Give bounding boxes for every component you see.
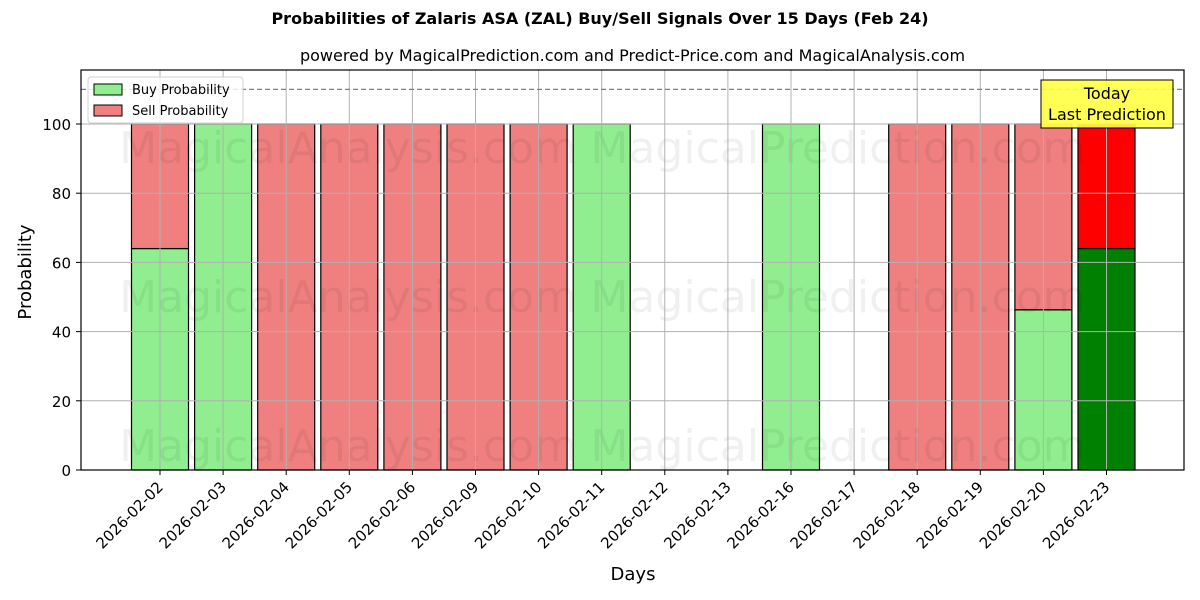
legend-sell-label: Sell Probability [132, 104, 229, 119]
x-tick-label: 2026-02-10 [471, 478, 545, 552]
y-tick-label: 40 [52, 324, 71, 342]
today-annotation-box [1040, 79, 1174, 129]
y-tick-label: 0 [61, 462, 71, 480]
legend-buy-label: Buy Probability [132, 83, 230, 98]
x-tick-label: 2026-02-18 [850, 478, 924, 552]
x-tick-label: 2026-02-23 [1039, 478, 1113, 552]
x-tick-label: 2026-02-19 [913, 478, 987, 552]
x-tick-label: 2026-02-12 [597, 478, 671, 552]
x-tick-label: 2026-02-09 [408, 478, 482, 552]
x-tick-label: 2026-02-03 [156, 478, 230, 552]
watermark: MagicalAnalysis.com [119, 421, 577, 472]
axes-frame [80, 69, 1185, 471]
y-tick-label: 60 [52, 254, 71, 272]
chart-title: Probabilities of Zalaris ASA (ZAL) Buy/S… [271, 9, 929, 28]
watermark: MagicalAnalysis.com [119, 123, 577, 174]
x-tick-label: 2026-02-17 [787, 478, 861, 552]
watermark: MagicalAnalysis.com [119, 272, 577, 323]
x-tick-label: 2026-02-06 [345, 478, 419, 552]
watermark: MagicalPrediction.com [591, 123, 1086, 174]
chart-subtitle: powered by MagicalPrediction.com and Pre… [299, 46, 966, 65]
x-tick-label: 2026-02-04 [219, 478, 293, 552]
watermark: MagicalPrediction.com [591, 421, 1086, 472]
x-tick-label: 2026-02-16 [723, 478, 797, 552]
y-tick-label: 80 [52, 185, 71, 203]
legend-buy-swatch [93, 83, 123, 96]
today-annotation-line2: Last Prediction [1048, 105, 1166, 124]
x-tick-label: 2026-02-13 [660, 478, 734, 552]
x-axis-label: Days [611, 564, 656, 585]
y-tick-label: 20 [52, 393, 71, 411]
watermark: MagicalPrediction.com [591, 272, 1086, 323]
legend-box [87, 76, 244, 124]
today-annotation-line1: Today [1083, 84, 1130, 103]
y-axis-label: Probability [15, 224, 36, 319]
x-tick-label: 2026-02-05 [282, 478, 356, 552]
x-tick-label: 2026-02-11 [534, 478, 608, 552]
x-tick-label: 2026-02-20 [976, 478, 1050, 552]
y-tick-label: 100 [42, 116, 71, 134]
legend-sell-swatch [93, 104, 123, 117]
x-tick-label: 2026-02-02 [92, 478, 166, 552]
